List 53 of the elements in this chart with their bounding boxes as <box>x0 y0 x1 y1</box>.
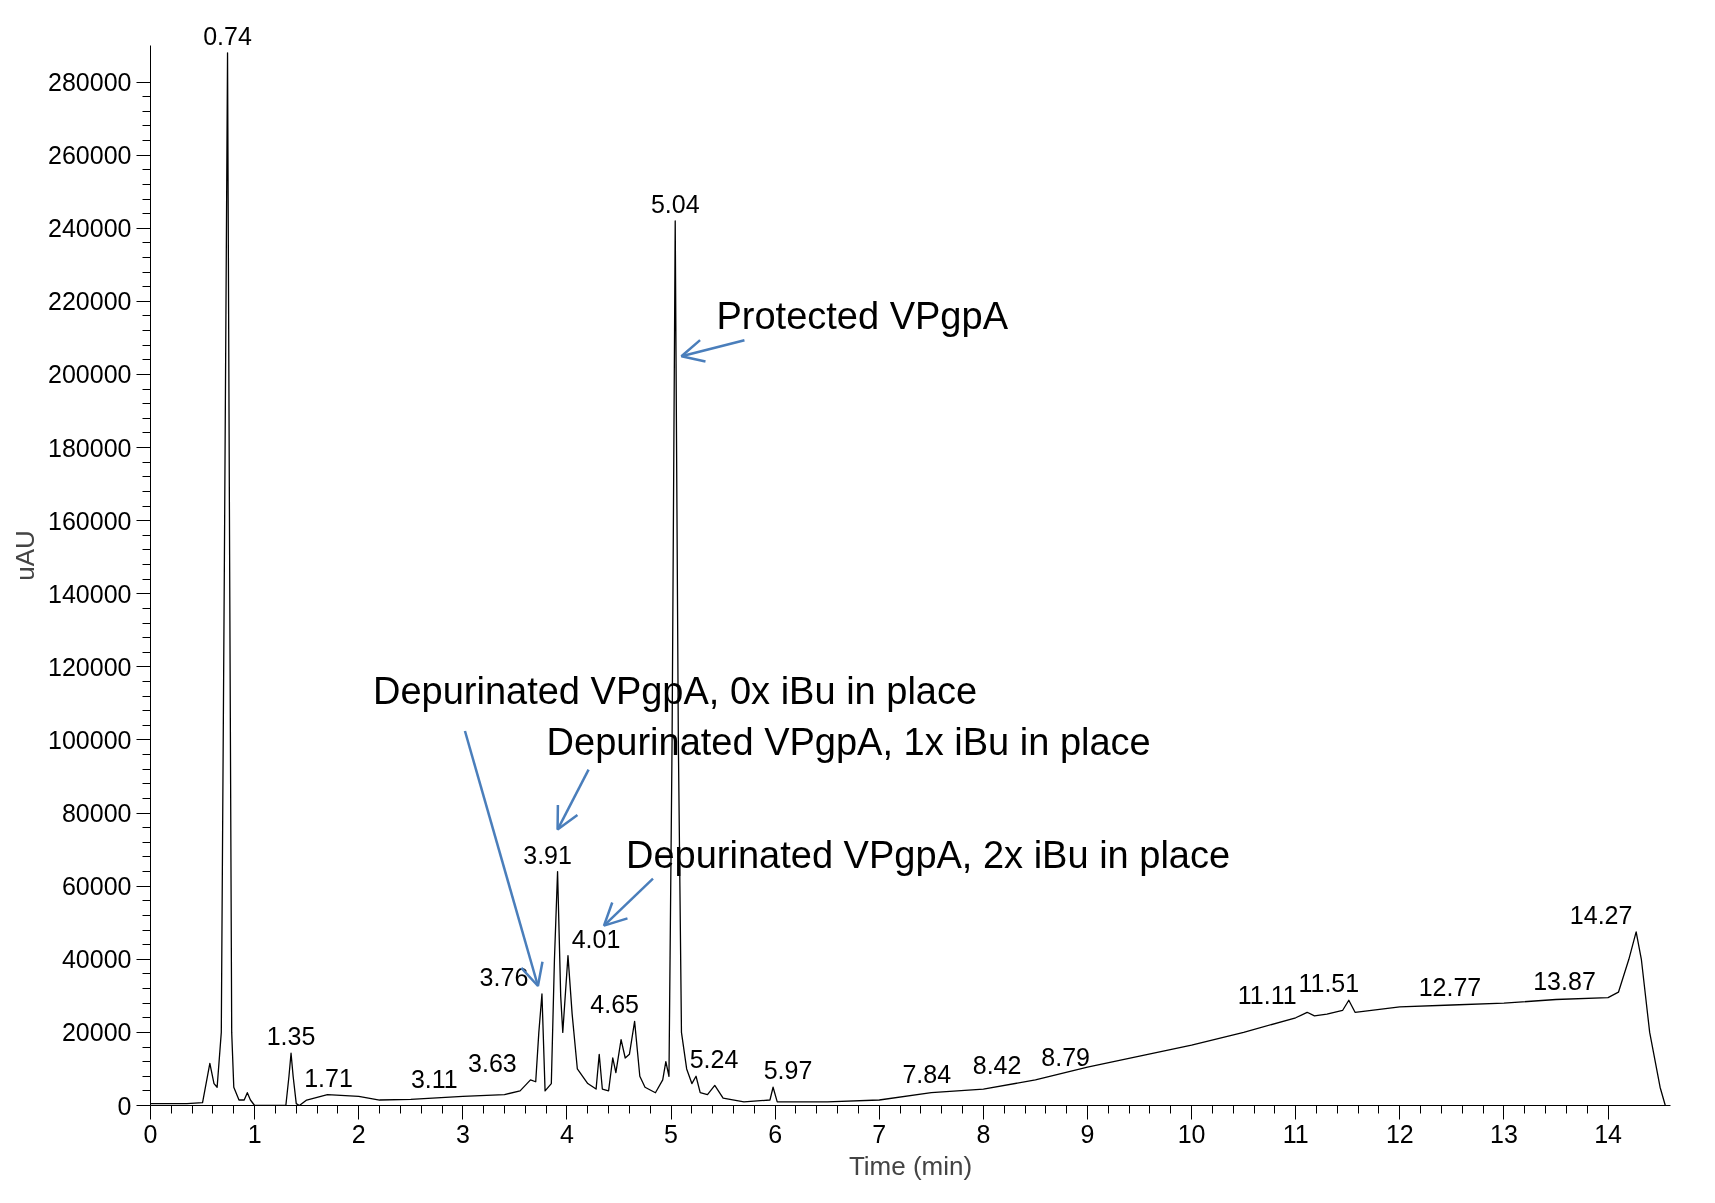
x-tick-label: 9 <box>1080 1119 1095 1148</box>
annotation: 8.79 <box>1041 1043 1090 1072</box>
x-tick-label: 8 <box>976 1119 991 1148</box>
annotation: 8.42 <box>972 1050 1022 1079</box>
x-axis-title: Time (min) <box>848 1150 973 1181</box>
y-tick-label: 240000 <box>48 214 132 243</box>
x-tick-label: 0 <box>143 1119 158 1148</box>
x-tick-label: 4 <box>559 1119 574 1148</box>
y-tick-label: 220000 <box>48 287 132 316</box>
annotation: 3.76 <box>479 963 529 992</box>
y-tick-label: 280000 <box>48 68 132 97</box>
x-tick-label: 10 <box>1177 1119 1206 1148</box>
y-tick-label: 20000 <box>61 1018 132 1047</box>
annotation: 5.97 <box>763 1056 813 1085</box>
y-tick-label: 160000 <box>48 506 132 535</box>
annotation: 11.11 <box>1237 981 1297 1010</box>
annotation: 13.87 <box>1533 967 1596 996</box>
x-tick-label: 2 <box>351 1119 366 1148</box>
y-tick-label: 0 <box>117 1091 132 1120</box>
annotation: 1.35 <box>266 1022 316 1051</box>
annotation: 12.77 <box>1418 973 1482 1002</box>
annotation: 5.04 <box>650 189 700 218</box>
y-tick-label: 180000 <box>48 433 132 462</box>
x-tick-label: 1 <box>247 1119 262 1148</box>
y-tick-label: 80000 <box>61 799 132 828</box>
annotation: 11.51 <box>1298 969 1360 998</box>
annotation: 7.84 <box>902 1059 952 1088</box>
y-tick-label: 260000 <box>48 141 132 170</box>
y-tick-label: 140000 <box>48 579 132 608</box>
annotation: Protected VPgpA <box>716 295 1009 338</box>
y-tick-label: 40000 <box>61 945 132 974</box>
annotation: 3.63 <box>468 1048 517 1077</box>
x-tick-label: 13 <box>1490 1119 1518 1148</box>
annotation: 14.27 <box>1569 900 1633 929</box>
x-tick-label: 11 <box>1282 1119 1309 1148</box>
annotation: 3.91 <box>523 840 572 869</box>
x-tick-label: 14 <box>1594 1119 1623 1148</box>
x-tick-label: 3 <box>455 1119 470 1148</box>
annotation: 4.65 <box>590 990 639 1019</box>
x-tick-label: 6 <box>768 1119 783 1148</box>
annotation: 4.01 <box>571 924 621 953</box>
annotation: 3.11 <box>410 1065 458 1094</box>
x-tick-label: 7 <box>872 1119 887 1148</box>
x-tick-label: 5 <box>664 1119 678 1148</box>
y-axis-title: uAU <box>10 530 41 581</box>
y-tick-label: 60000 <box>61 872 132 901</box>
annotation: 5.24 <box>689 1045 739 1074</box>
y-tick-label: 100000 <box>48 725 132 754</box>
x-tick-label: 12 <box>1385 1119 1414 1148</box>
annotation: 1.71 <box>304 1063 353 1092</box>
y-tick-label: 120000 <box>48 652 132 681</box>
y-tick-label: 200000 <box>48 360 132 389</box>
annotation: 0.74 <box>203 21 252 50</box>
